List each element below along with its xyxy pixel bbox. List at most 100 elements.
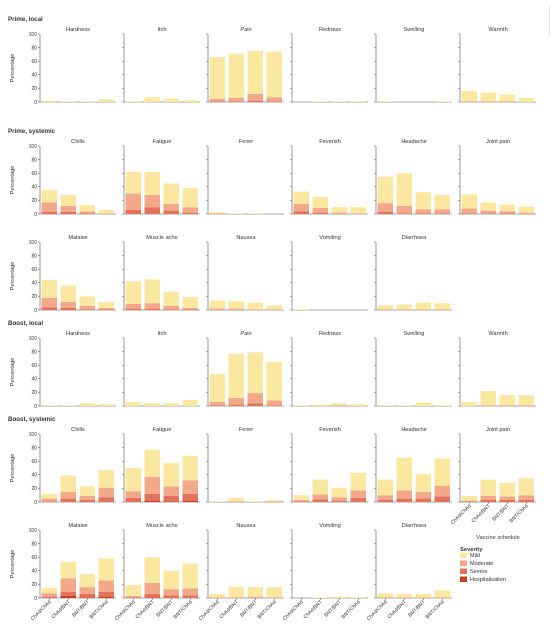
bar-mild [125, 585, 141, 596]
bar-moderate [228, 597, 244, 598]
bar-severe [396, 213, 412, 214]
bar-moderate [41, 498, 57, 502]
bar-severe [125, 209, 141, 214]
bar-moderate [41, 593, 57, 597]
bar-moderate [247, 309, 263, 310]
bar-severe [125, 497, 141, 502]
legend-swatch-hospitalisation [460, 576, 467, 582]
bar-moderate [350, 213, 366, 214]
legend-swatch-severe [460, 568, 467, 574]
bar-severe [499, 499, 515, 502]
bar-severe [98, 591, 114, 597]
bar-moderate [125, 193, 141, 210]
bar-mild [266, 361, 282, 401]
bar-severe [182, 595, 198, 598]
bar-severe [518, 499, 534, 502]
bar-moderate [434, 309, 450, 310]
bar-moderate [182, 588, 198, 596]
bar-moderate [163, 486, 179, 496]
bar-mild [434, 458, 450, 486]
bar-mild [182, 563, 198, 589]
y-tick-label: 0 [34, 100, 37, 106]
bar-severe [293, 211, 309, 214]
bar-moderate [209, 98, 225, 102]
bar-mild [415, 402, 431, 406]
panel-title: Hardness [66, 27, 90, 33]
x-tick-label: ChAd/BNT [387, 599, 408, 620]
legend-swatch-moderate [460, 560, 467, 566]
bar-severe [350, 497, 366, 502]
bar-moderate [228, 397, 244, 405]
legend-label: Moderate [470, 561, 493, 567]
bar-moderate [396, 205, 412, 214]
bar-moderate [499, 101, 515, 102]
y-tick-label: 100 [29, 432, 38, 438]
bar-moderate [79, 305, 95, 310]
bar-severe [144, 593, 160, 598]
bar-moderate [266, 501, 282, 502]
bar-severe [461, 501, 477, 502]
panel-title: Feverish [319, 139, 340, 145]
x-tick-label: ChAd/BNT [471, 503, 492, 524]
bar-mild [79, 574, 95, 588]
bar-mild [499, 94, 515, 102]
bar-severe [396, 498, 412, 502]
bar-severe [247, 403, 263, 406]
bar-mild [499, 395, 515, 406]
bar-moderate [293, 499, 309, 502]
y-tick-label: 80 [31, 541, 37, 547]
panel-title: Nausea [236, 235, 256, 241]
x-tick-label: ChAd/ChAd [114, 599, 137, 622]
legend-swatch-mild [460, 552, 467, 558]
panel-title: Fever [239, 427, 253, 433]
bar-mild [461, 91, 477, 102]
bar-moderate [266, 97, 282, 102]
bar-moderate [182, 480, 198, 494]
bar-mild [41, 280, 57, 298]
bar-mild [98, 209, 114, 214]
panel-title: Chills [71, 427, 85, 433]
bar-mild [377, 176, 393, 204]
bar-mild [312, 101, 328, 102]
x-tick-label: ChAd/ChAd [282, 599, 305, 622]
bar-severe [228, 404, 244, 406]
bar-mild [163, 463, 179, 487]
bar-moderate [480, 495, 496, 500]
bar-hospitalisation [144, 500, 160, 502]
panel-title: Itch [157, 331, 166, 337]
bar-moderate [228, 97, 244, 102]
bar-mild [331, 207, 347, 213]
y-tick-label: 40 [31, 473, 37, 479]
section-title: Boost, systemic [8, 416, 56, 423]
bar-mild [98, 470, 114, 488]
bar-moderate [266, 309, 282, 310]
bar-mild [434, 405, 450, 406]
x-tick-label: ChAd/ChAd [366, 599, 389, 622]
bar-mild [209, 57, 225, 99]
bar-moderate [247, 596, 263, 598]
bar-mild [60, 285, 76, 302]
bar-mild [312, 597, 328, 598]
y-tick-label: 40 [31, 377, 37, 383]
bar-severe [415, 498, 431, 502]
bar-severe [182, 212, 198, 214]
y-tick-label: 40 [31, 281, 37, 287]
bar-mild [228, 587, 244, 598]
bar-severe [331, 500, 347, 502]
bar-moderate [228, 501, 244, 502]
bar-mild [79, 296, 95, 306]
bar-moderate [228, 308, 244, 310]
bar-hospitalisation [98, 596, 114, 598]
y-tick-label: 0 [34, 500, 37, 506]
bar-severe [209, 101, 225, 102]
y-tick-label: 100 [29, 528, 38, 534]
bar-mild [377, 593, 393, 598]
bar-severe [98, 497, 114, 502]
panel-title: Redness [319, 27, 341, 33]
bar-mild [293, 191, 309, 204]
bar-moderate [60, 301, 76, 308]
bar-mild [60, 194, 76, 206]
y-tick-label: 60 [31, 555, 37, 561]
bar-mild [480, 202, 496, 211]
panel-title: Vomiting [319, 523, 340, 529]
